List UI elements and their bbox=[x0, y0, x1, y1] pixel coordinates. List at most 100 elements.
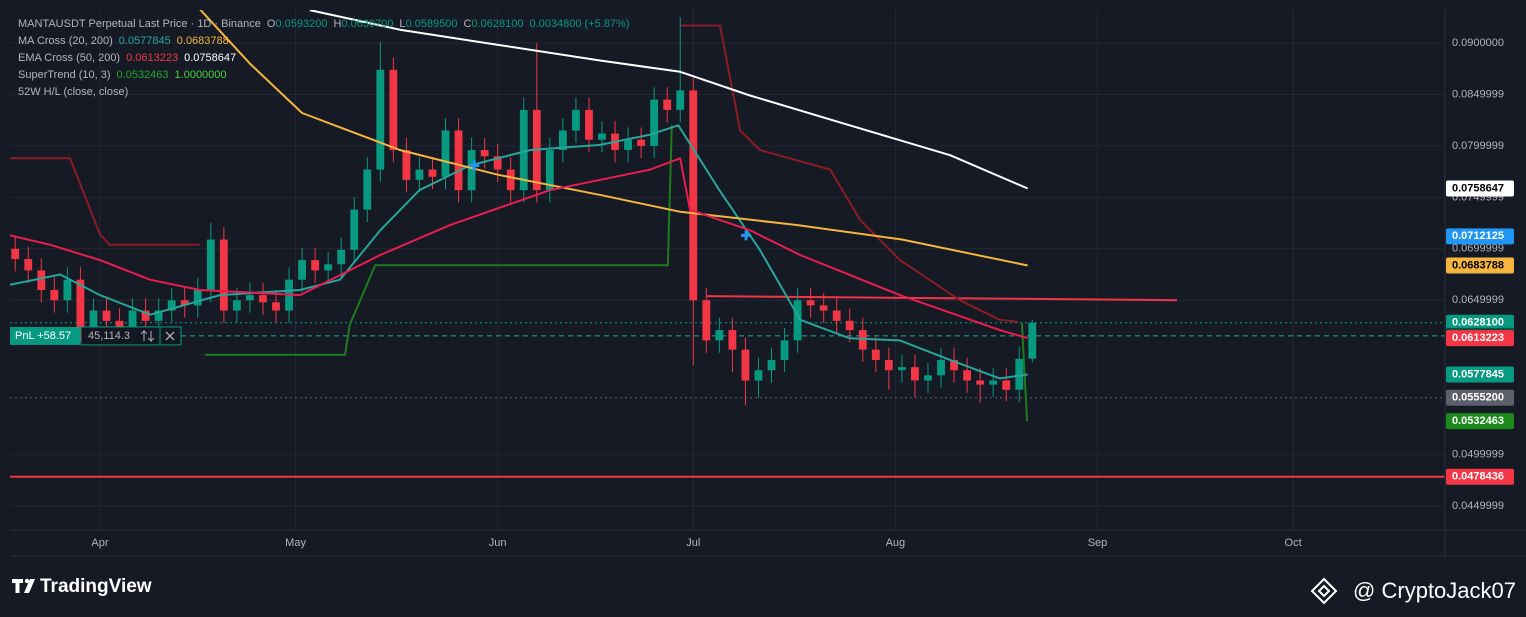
candle-body bbox=[493, 156, 502, 170]
legend-part: 0.0630700 bbox=[341, 18, 393, 30]
indicator-line bbox=[1020, 322, 1029, 422]
trendline bbox=[706, 295, 1178, 302]
legend-part: 52W H/L (close, close) bbox=[18, 86, 128, 98]
candle-body bbox=[950, 359, 958, 371]
candle-body bbox=[76, 279, 85, 331]
candle-body bbox=[545, 150, 554, 191]
y-tick-label: 0.0849999 bbox=[1452, 88, 1504, 100]
price-badge bbox=[1446, 389, 1514, 406]
x-tick-label: May bbox=[285, 537, 306, 549]
legend-part: H bbox=[333, 18, 341, 30]
price-badge bbox=[1446, 180, 1514, 197]
legend-indicator: SuperTrend (10, 3) 0.0532463 1.0000000 bbox=[18, 69, 227, 81]
credit-logo bbox=[1310, 577, 1338, 605]
candle-body bbox=[519, 109, 528, 191]
overlay: PnL +58.57 45,114.3 MANTAUSDT Perpetual La… bbox=[10, 18, 630, 346]
candle-body bbox=[741, 349, 750, 381]
candle-body bbox=[324, 264, 333, 271]
candle-body bbox=[767, 359, 776, 371]
x-tick-label: Sep bbox=[1088, 537, 1108, 549]
legend-title-row: MANTAUSDT Perpetual Last Price · 1D · Bi… bbox=[18, 18, 630, 30]
legend-part: 0.0628100 bbox=[472, 18, 524, 30]
candle-body bbox=[428, 169, 437, 177]
candle-body bbox=[193, 289, 202, 306]
legend-part: 1.0000000 bbox=[175, 69, 227, 81]
price-badge bbox=[1446, 228, 1514, 245]
price-badge-label: 0.0628100 bbox=[1452, 317, 1504, 329]
price-badge-label: 0.0758647 bbox=[1452, 182, 1504, 194]
candle-body bbox=[976, 380, 985, 385]
candle-body bbox=[50, 289, 59, 301]
candle-body bbox=[793, 300, 802, 341]
candle-body bbox=[480, 150, 489, 157]
candle-body bbox=[206, 239, 215, 290]
candle-body bbox=[858, 330, 867, 350]
candle-body bbox=[350, 209, 359, 250]
x-tick-label: Jun bbox=[489, 537, 507, 549]
y-tick-label: 0.0799999 bbox=[1452, 140, 1504, 152]
candle-body bbox=[89, 310, 98, 331]
candle-body bbox=[937, 359, 945, 376]
indicator-line bbox=[199, 10, 1028, 267]
candle-body bbox=[884, 359, 893, 371]
candle-body bbox=[389, 69, 398, 151]
indicator-line bbox=[10, 157, 200, 246]
marker bbox=[741, 230, 752, 241]
price-badge-label: 0.0683788 bbox=[1452, 259, 1504, 271]
legend-part: MA Cross (20, 200) bbox=[18, 35, 113, 47]
candle-body bbox=[63, 279, 72, 301]
marker bbox=[469, 160, 480, 171]
candle-body bbox=[311, 260, 320, 271]
candle-body bbox=[911, 367, 919, 381]
y-tick-label: 0.0699999 bbox=[1452, 243, 1504, 255]
brand-logo bbox=[12, 578, 35, 593]
legend-part: O bbox=[267, 18, 276, 30]
candle-body bbox=[180, 300, 189, 306]
price-badge bbox=[1446, 468, 1514, 485]
candle-body bbox=[558, 130, 567, 151]
candle-body bbox=[845, 320, 854, 331]
candle-body bbox=[506, 169, 515, 191]
candle-body bbox=[272, 302, 280, 311]
legend-part: 0.0613223 bbox=[126, 52, 178, 64]
candle-body bbox=[663, 99, 672, 110]
y-tick-label: 0.0499999 bbox=[1452, 448, 1504, 460]
candle-body bbox=[924, 375, 932, 381]
candle-body bbox=[806, 300, 815, 306]
y-tick-label: 0.0649999 bbox=[1452, 294, 1504, 306]
legend-part: 0.0683788 bbox=[177, 35, 229, 47]
candle-body bbox=[37, 270, 46, 290]
candle-body bbox=[415, 169, 424, 180]
price-badge-label: 0.0577845 bbox=[1452, 368, 1504, 380]
candle-body bbox=[115, 320, 124, 331]
candle-body bbox=[1015, 358, 1024, 390]
price-badge bbox=[1446, 413, 1514, 430]
candle-body bbox=[376, 69, 385, 170]
candle-body bbox=[141, 310, 150, 321]
indicator-line bbox=[680, 24, 1019, 323]
candle-body bbox=[337, 249, 346, 265]
x-tick-label: Apr bbox=[91, 537, 108, 549]
candle-body bbox=[1002, 380, 1011, 390]
legend-part: MANTAUSDT Perpetual Last Price · 1D · Bi… bbox=[18, 18, 261, 30]
candle-body bbox=[598, 133, 606, 140]
x-tick-label: Oct bbox=[1285, 537, 1302, 549]
x-tick-label: Jul bbox=[686, 537, 700, 549]
price-badge bbox=[1446, 257, 1514, 274]
legend-part: 0.0589500 bbox=[406, 18, 458, 30]
candle-body bbox=[402, 150, 411, 180]
close-icon bbox=[165, 331, 175, 341]
candle-body bbox=[259, 295, 267, 303]
candle-body bbox=[689, 90, 698, 301]
candle-body bbox=[780, 340, 789, 360]
indicator-line bbox=[204, 125, 673, 356]
candle-body bbox=[467, 150, 476, 191]
candle-body bbox=[363, 169, 372, 210]
indicator-line bbox=[10, 124, 1028, 380]
brand: TradingView bbox=[40, 576, 152, 597]
candle-body bbox=[167, 300, 176, 311]
candle-body bbox=[24, 259, 33, 271]
candle-body bbox=[298, 260, 306, 280]
legend-part: 0.0034800 (+5.87%) bbox=[530, 18, 630, 30]
